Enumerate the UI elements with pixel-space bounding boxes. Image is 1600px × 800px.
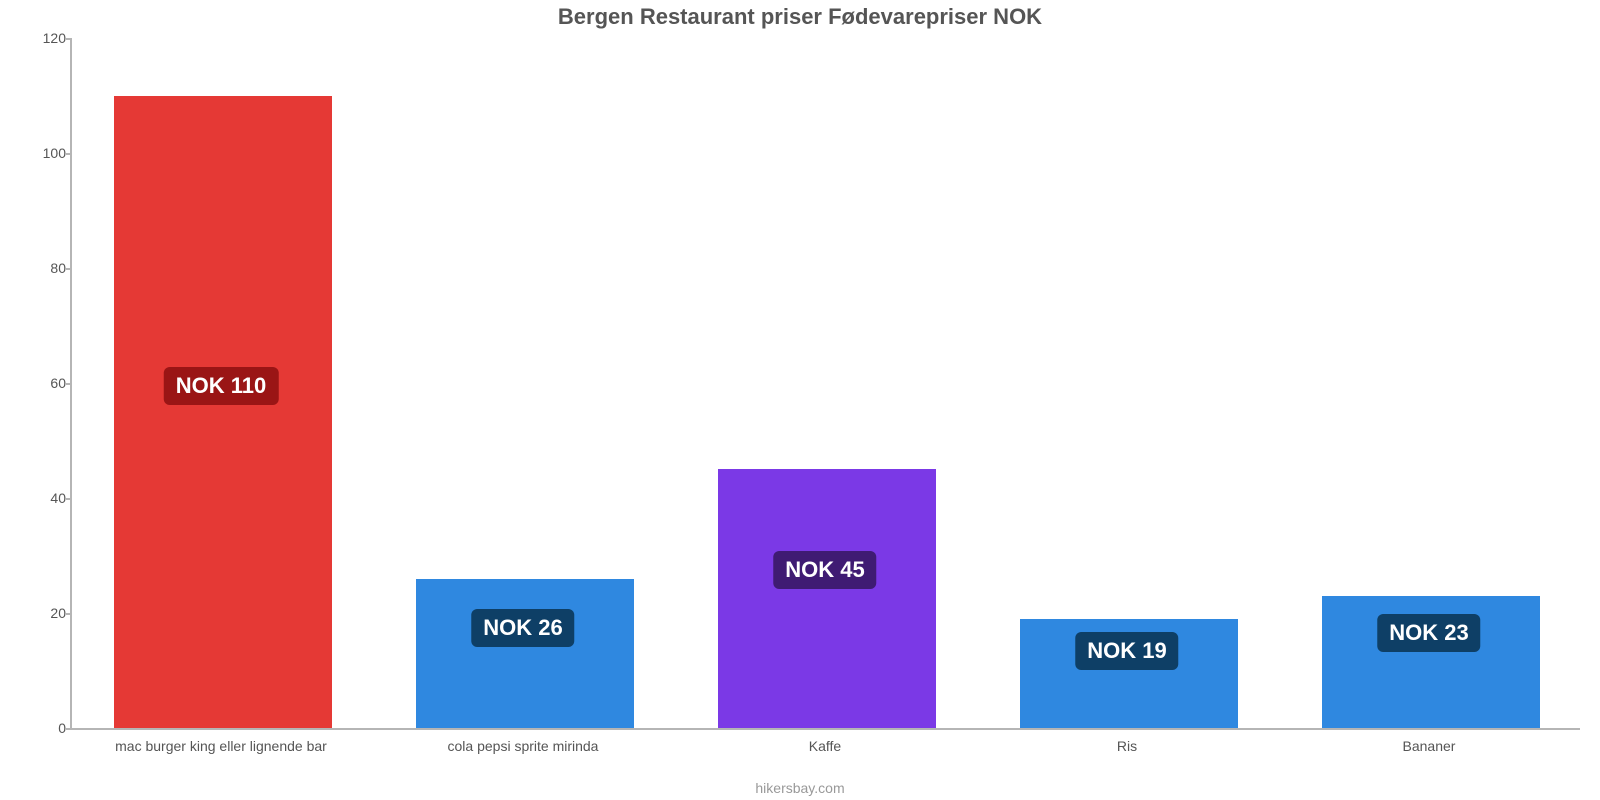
attribution: hikersbay.com [0,780,1600,796]
y-tick: 0 [22,720,66,736]
x-axis-label: Ris [984,738,1271,754]
bar [718,469,935,728]
y-tick: 60 [22,375,66,391]
value-badge: NOK 23 [1377,614,1480,652]
x-axis-label: mac burger king eller lignende bar [78,738,365,754]
chart-title: Bergen Restaurant priser Fødevarepriser … [0,4,1600,30]
value-badge: NOK 110 [164,367,279,405]
y-tick: 20 [22,605,66,621]
y-tick: 100 [22,145,66,161]
x-axis-label: Kaffe [682,738,969,754]
x-axis-label: cola pepsi sprite mirinda [380,738,667,754]
chart-container: Bergen Restaurant priser Fødevarepriser … [0,0,1600,800]
y-tick: 80 [22,260,66,276]
plot-area: 020406080100120 [70,40,1580,730]
y-tick: 40 [22,490,66,506]
bars-layer [72,40,1580,728]
value-badge: NOK 45 [773,551,876,589]
value-badge: NOK 26 [471,609,574,647]
value-badge: NOK 19 [1075,632,1178,670]
x-axis-label: Bananer [1286,738,1573,754]
y-tick: 120 [22,30,66,46]
bar [416,579,633,729]
bar [114,96,331,729]
